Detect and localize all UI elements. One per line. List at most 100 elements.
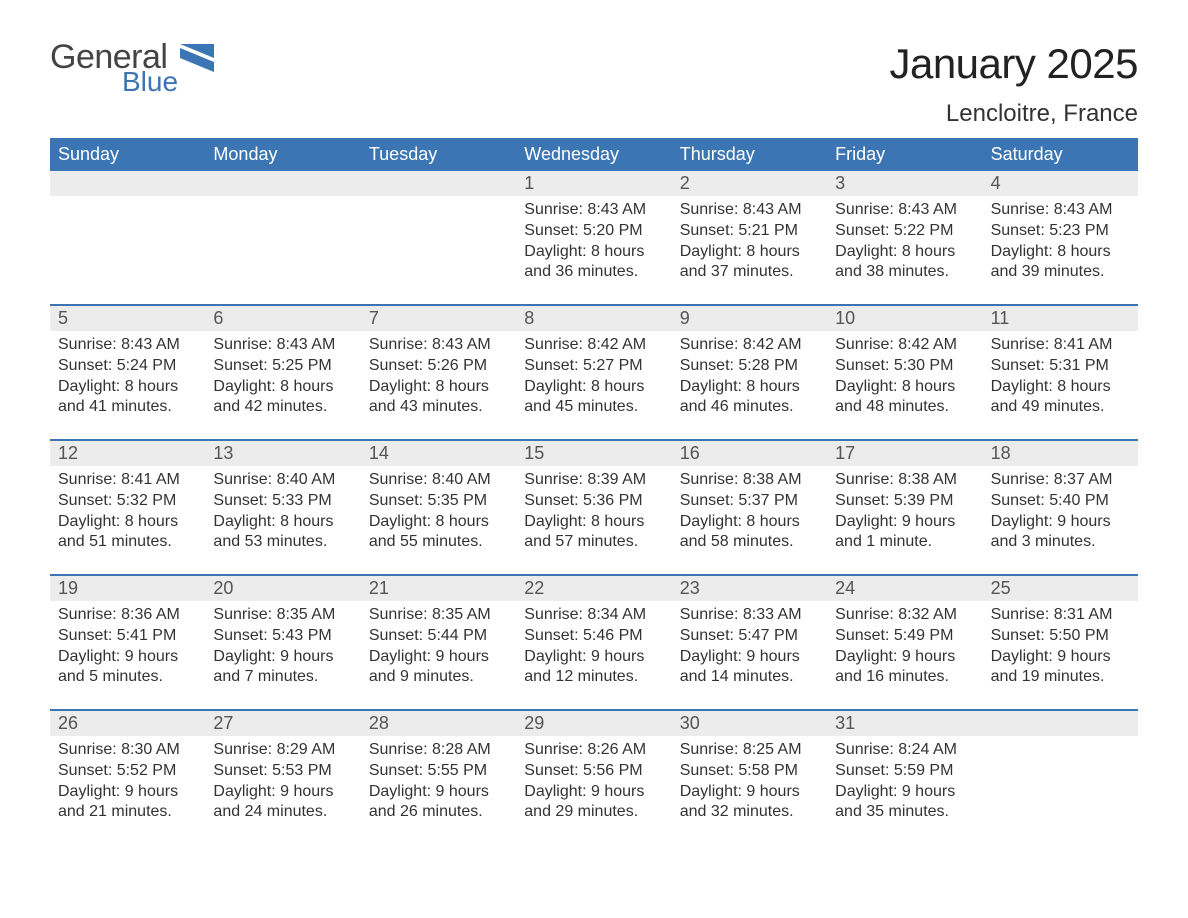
sunrise-text: Sunrise: 8:31 AM xyxy=(991,605,1130,626)
daylight-text: Daylight: 8 hours xyxy=(369,377,508,398)
daylight-text: and 29 minutes. xyxy=(524,802,663,823)
sunrise-text: Sunrise: 8:35 AM xyxy=(369,605,508,626)
calendar-week: 1 2 3 4 Sunrise: 8:43 AM Sunset: 5:20 PM… xyxy=(50,171,1138,304)
daylight-text: and 26 minutes. xyxy=(369,802,508,823)
daylight-text: Daylight: 8 hours xyxy=(524,242,663,263)
day-number: 15 xyxy=(516,441,671,466)
day-cell: Sunrise: 8:38 AM Sunset: 5:39 PM Dayligh… xyxy=(827,466,982,574)
day-content-row: Sunrise: 8:41 AM Sunset: 5:32 PM Dayligh… xyxy=(50,466,1138,574)
sunset-text: Sunset: 5:56 PM xyxy=(524,761,663,782)
day-content-row: Sunrise: 8:30 AM Sunset: 5:52 PM Dayligh… xyxy=(50,736,1138,844)
daylight-text: Daylight: 8 hours xyxy=(58,377,197,398)
daylight-text: Daylight: 8 hours xyxy=(991,377,1130,398)
sunrise-text: Sunrise: 8:42 AM xyxy=(835,335,974,356)
weekday-header: Tuesday xyxy=(361,138,516,171)
sunset-text: Sunset: 5:20 PM xyxy=(524,221,663,242)
day-number: 1 xyxy=(516,171,671,196)
day-cell: Sunrise: 8:41 AM Sunset: 5:31 PM Dayligh… xyxy=(983,331,1138,439)
day-cell: Sunrise: 8:26 AM Sunset: 5:56 PM Dayligh… xyxy=(516,736,671,844)
calendar-grid: Sunday Monday Tuesday Wednesday Thursday… xyxy=(50,138,1138,844)
sunset-text: Sunset: 5:31 PM xyxy=(991,356,1130,377)
daylight-text: and 12 minutes. xyxy=(524,667,663,688)
day-number: 9 xyxy=(672,306,827,331)
daylight-text: Daylight: 8 hours xyxy=(680,242,819,263)
daylight-text: and 36 minutes. xyxy=(524,262,663,283)
day-number: 19 xyxy=(50,576,205,601)
daylight-text: Daylight: 8 hours xyxy=(835,242,974,263)
daylight-text: and 48 minutes. xyxy=(835,397,974,418)
daylight-text: Daylight: 9 hours xyxy=(835,512,974,533)
day-cell xyxy=(205,196,360,304)
sunset-text: Sunset: 5:28 PM xyxy=(680,356,819,377)
day-number: 29 xyxy=(516,711,671,736)
day-number: 6 xyxy=(205,306,360,331)
day-number-row: 19 20 21 22 23 24 25 xyxy=(50,576,1138,601)
day-number: 16 xyxy=(672,441,827,466)
sunrise-text: Sunrise: 8:36 AM xyxy=(58,605,197,626)
day-content-row: Sunrise: 8:43 AM Sunset: 5:24 PM Dayligh… xyxy=(50,331,1138,439)
day-number: 14 xyxy=(361,441,516,466)
daylight-text: Daylight: 9 hours xyxy=(58,782,197,803)
daylight-text: and 46 minutes. xyxy=(680,397,819,418)
daylight-text: and 45 minutes. xyxy=(524,397,663,418)
day-number: 8 xyxy=(516,306,671,331)
daylight-text: and 43 minutes. xyxy=(369,397,508,418)
day-cell xyxy=(50,196,205,304)
day-number: 24 xyxy=(827,576,982,601)
sunset-text: Sunset: 5:37 PM xyxy=(680,491,819,512)
sunset-text: Sunset: 5:24 PM xyxy=(58,356,197,377)
daylight-text: and 58 minutes. xyxy=(680,532,819,553)
sunrise-text: Sunrise: 8:38 AM xyxy=(680,470,819,491)
sunrise-text: Sunrise: 8:32 AM xyxy=(835,605,974,626)
sunset-text: Sunset: 5:23 PM xyxy=(991,221,1130,242)
day-cell: Sunrise: 8:36 AM Sunset: 5:41 PM Dayligh… xyxy=(50,601,205,709)
day-cell xyxy=(361,196,516,304)
sunset-text: Sunset: 5:33 PM xyxy=(213,491,352,512)
day-number: 31 xyxy=(827,711,982,736)
day-number: 13 xyxy=(205,441,360,466)
day-cell: Sunrise: 8:31 AM Sunset: 5:50 PM Dayligh… xyxy=(983,601,1138,709)
day-number: 17 xyxy=(827,441,982,466)
day-cell: Sunrise: 8:28 AM Sunset: 5:55 PM Dayligh… xyxy=(361,736,516,844)
sunset-text: Sunset: 5:32 PM xyxy=(58,491,197,512)
day-cell: Sunrise: 8:35 AM Sunset: 5:44 PM Dayligh… xyxy=(361,601,516,709)
daylight-text: and 35 minutes. xyxy=(835,802,974,823)
sunrise-text: Sunrise: 8:41 AM xyxy=(58,470,197,491)
day-cell: Sunrise: 8:29 AM Sunset: 5:53 PM Dayligh… xyxy=(205,736,360,844)
sunrise-text: Sunrise: 8:33 AM xyxy=(680,605,819,626)
day-number: 11 xyxy=(983,306,1138,331)
day-cell: Sunrise: 8:41 AM Sunset: 5:32 PM Dayligh… xyxy=(50,466,205,574)
sunset-text: Sunset: 5:40 PM xyxy=(991,491,1130,512)
sunset-text: Sunset: 5:25 PM xyxy=(213,356,352,377)
calendar-week: 5 6 7 8 9 10 11 Sunrise: 8:43 AM Sunset:… xyxy=(50,304,1138,439)
sunset-text: Sunset: 5:49 PM xyxy=(835,626,974,647)
daylight-text: and 14 minutes. xyxy=(680,667,819,688)
sunset-text: Sunset: 5:43 PM xyxy=(213,626,352,647)
day-cell: Sunrise: 8:42 AM Sunset: 5:28 PM Dayligh… xyxy=(672,331,827,439)
weekday-header: Sunday xyxy=(50,138,205,171)
sunset-text: Sunset: 5:52 PM xyxy=(58,761,197,782)
daylight-text: Daylight: 8 hours xyxy=(213,377,352,398)
sunset-text: Sunset: 5:46 PM xyxy=(524,626,663,647)
daylight-text: and 55 minutes. xyxy=(369,532,508,553)
sunset-text: Sunset: 5:22 PM xyxy=(835,221,974,242)
weekday-header-row: Sunday Monday Tuesday Wednesday Thursday… xyxy=(50,138,1138,171)
sunrise-text: Sunrise: 8:43 AM xyxy=(58,335,197,356)
sunset-text: Sunset: 5:35 PM xyxy=(369,491,508,512)
daylight-text: Daylight: 9 hours xyxy=(835,647,974,668)
weekday-header: Saturday xyxy=(983,138,1138,171)
day-cell: Sunrise: 8:24 AM Sunset: 5:59 PM Dayligh… xyxy=(827,736,982,844)
day-cell: Sunrise: 8:30 AM Sunset: 5:52 PM Dayligh… xyxy=(50,736,205,844)
brand-word-2: Blue xyxy=(122,68,178,96)
day-cell: Sunrise: 8:35 AM Sunset: 5:43 PM Dayligh… xyxy=(205,601,360,709)
sunset-text: Sunset: 5:27 PM xyxy=(524,356,663,377)
day-number xyxy=(50,171,205,196)
day-cell: Sunrise: 8:43 AM Sunset: 5:26 PM Dayligh… xyxy=(361,331,516,439)
daylight-text: and 32 minutes. xyxy=(680,802,819,823)
day-cell: Sunrise: 8:42 AM Sunset: 5:27 PM Dayligh… xyxy=(516,331,671,439)
daylight-text: Daylight: 9 hours xyxy=(680,782,819,803)
daylight-text: and 24 minutes. xyxy=(213,802,352,823)
sunrise-text: Sunrise: 8:43 AM xyxy=(369,335,508,356)
day-number: 18 xyxy=(983,441,1138,466)
daylight-text: Daylight: 8 hours xyxy=(991,242,1130,263)
